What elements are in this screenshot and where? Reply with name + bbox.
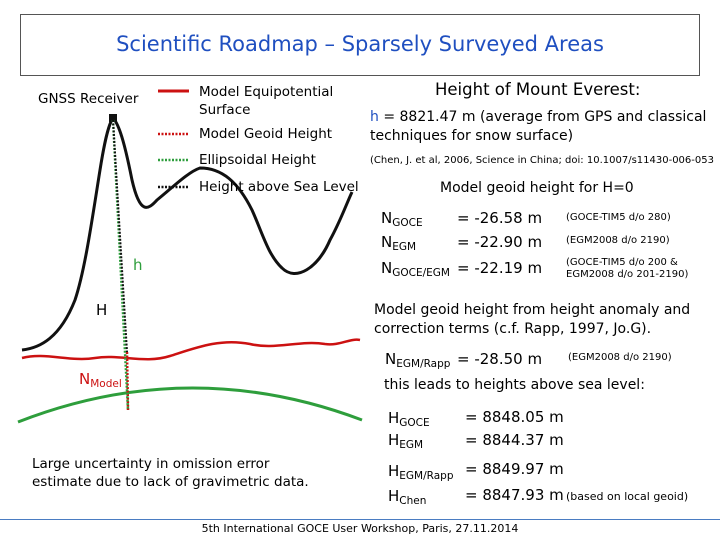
page-title: Scientific Roadmap – Sparsely Surveyed A… <box>116 32 604 56</box>
height-row-egm-value: = 8844.37 m <box>465 431 564 449</box>
geoid-row-goce-egm-note: (GOCE-TIM5 d/o 200 & EGM2008 d/o 201-219… <box>566 257 689 280</box>
everest-citation: (Chen, J. et al, 2006, Science in China;… <box>370 155 715 166</box>
geoid-row-goce-egm: NGOCE/EGM <box>381 259 450 279</box>
diagram-label-N: N <box>79 370 91 388</box>
ellipsoidal-height-line <box>111 119 130 411</box>
everest-h-symbol: h <box>370 109 379 125</box>
gnss-receiver-label: GNSS Receiver <box>38 91 139 107</box>
footer-text: 5th International GOCE User Workshop, Pa… <box>201 522 519 535</box>
ellipsoid-arc <box>17 386 363 424</box>
legend-label-sea-level: Height above Sea Level <box>199 179 359 195</box>
footer-divider <box>0 519 720 520</box>
diagram-label-N-sub: Model <box>90 378 122 390</box>
height-row-egm-rapp: HEGM/Rapp <box>388 462 454 482</box>
gnss-receiver-icon <box>109 114 117 122</box>
height-row-chen: HChen <box>388 487 427 507</box>
geoid-row-egm-note: (EGM2008 d/o 2190) <box>566 235 670 246</box>
everest-heading: Height of Mount Everest: <box>435 80 641 99</box>
geoid-section-heading: Model geoid height for H=0 <box>440 180 634 196</box>
anomaly-row: NEGM/Rapp <box>385 350 451 370</box>
geoid-height-line <box>125 351 130 411</box>
height-row-egm-rapp-value: = 8849.97 m <box>465 460 564 478</box>
diagram-label-H: H <box>96 301 108 319</box>
legend-label-equipotential: Model Equipotential Surface <box>199 84 334 118</box>
geoid-row-egm: NEGM <box>381 233 417 253</box>
height-row-goce-value: = 8848.05 m <box>465 408 564 426</box>
geoid-row-goce-egm-value: = -22.19 m <box>457 259 543 277</box>
geoid-row-goce: NGOCE <box>381 209 423 229</box>
height-row-chen-note: (based on local geoid) <box>566 490 689 503</box>
geoid-row-goce-value: = -26.58 m <box>457 209 543 227</box>
title-box: Scientific Roadmap – Sparsely Surveyed A… <box>20 14 700 76</box>
diagram-label-N-model: NModel <box>79 370 122 390</box>
height-row-chen-value: = 8847.93 m <box>465 486 564 504</box>
anomaly-text: Model geoid height from height anomaly a… <box>374 302 691 337</box>
anomaly-row-value: = -28.50 m <box>457 350 543 368</box>
everest-h-value: = 8821.47 m (average from GPS and classi… <box>370 109 707 144</box>
geoid-row-goce-note: (GOCE-TIM5 d/o 280) <box>566 212 671 223</box>
geoid-row-egm-value: = -22.90 m <box>457 233 543 251</box>
legend-label-geoid: Model Geoid Height <box>199 126 333 142</box>
height-row-egm: HEGM <box>388 431 424 451</box>
everest-height-text: h = 8821.47 m (average from GPS and clas… <box>370 108 715 146</box>
leads-text: this leads to heights above sea level: <box>384 377 645 393</box>
diagram-label-h: h <box>133 256 143 274</box>
anomaly-row-note: (EGM2008 d/o 2190) <box>568 352 672 363</box>
terrain-profile <box>21 115 354 352</box>
left-note: Large uncertainty in omission error esti… <box>32 456 309 490</box>
height-row-goce: HGOCE <box>388 409 430 429</box>
sea-level-height-line <box>112 119 128 353</box>
equipotential-surface <box>21 338 361 361</box>
legend-label-ellipsoidal: Ellipsoidal Height <box>199 152 316 168</box>
